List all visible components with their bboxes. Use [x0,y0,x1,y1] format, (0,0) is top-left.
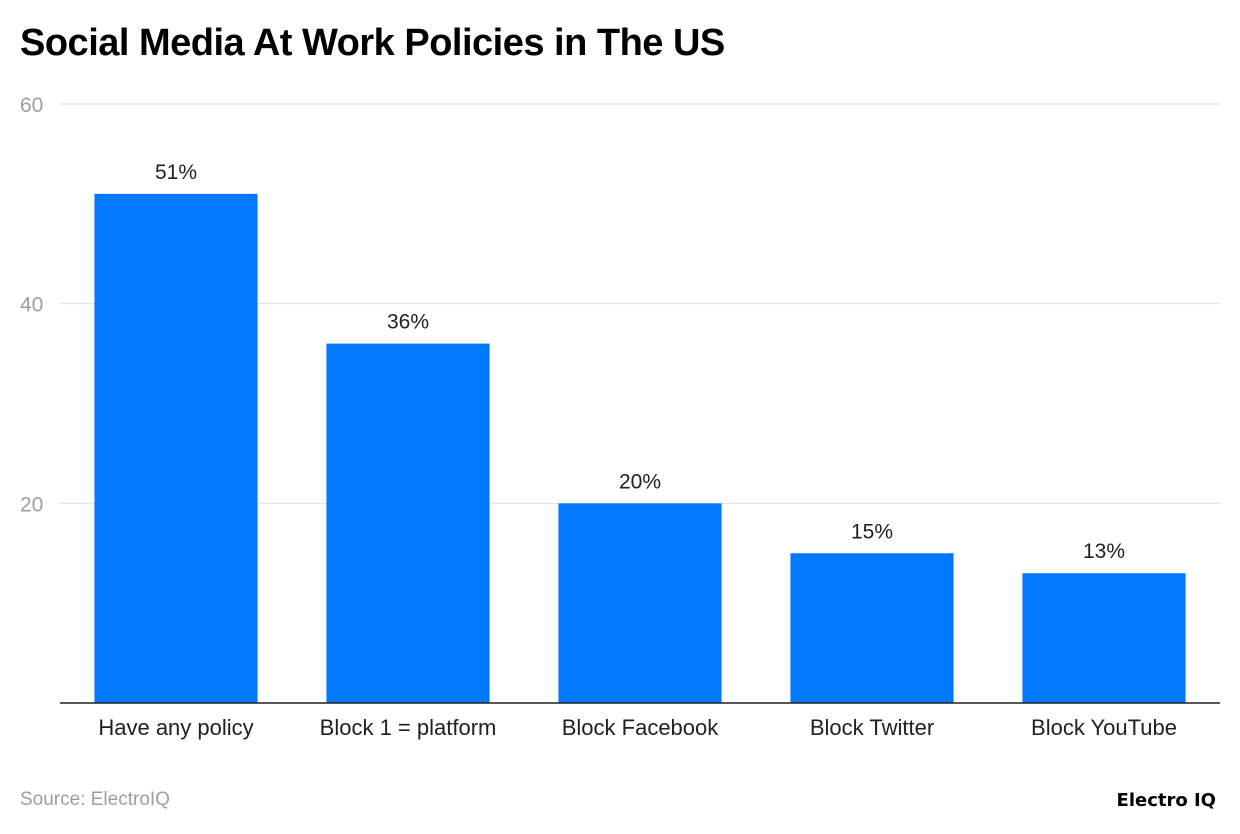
x-tick-label: Have any policy [98,715,253,740]
data-label: 36% [387,311,429,334]
y-tick-label: 20 [20,493,43,516]
y-tick-label: 60 [20,94,43,117]
data-label: 51% [155,161,197,184]
electroiq-logo: Electro IQ [1116,790,1216,811]
bar [1022,573,1186,703]
bar [790,553,954,703]
data-label: 15% [851,520,893,543]
bar [326,343,490,703]
data-label: 20% [619,470,661,493]
bar [94,193,258,703]
x-tick-label: Block YouTube [1031,715,1177,740]
bar [558,503,722,703]
x-tick-label: Block Twitter [810,715,934,740]
x-tick-label: Block Facebook [562,715,720,740]
y-tick-label: 40 [20,294,43,317]
x-tick-label: Block 1 = platform [320,715,497,740]
chart-title: Social Media At Work Policies in The US [20,22,725,64]
data-label: 13% [1083,540,1125,563]
source-note: Source: ElectroIQ [20,789,170,810]
